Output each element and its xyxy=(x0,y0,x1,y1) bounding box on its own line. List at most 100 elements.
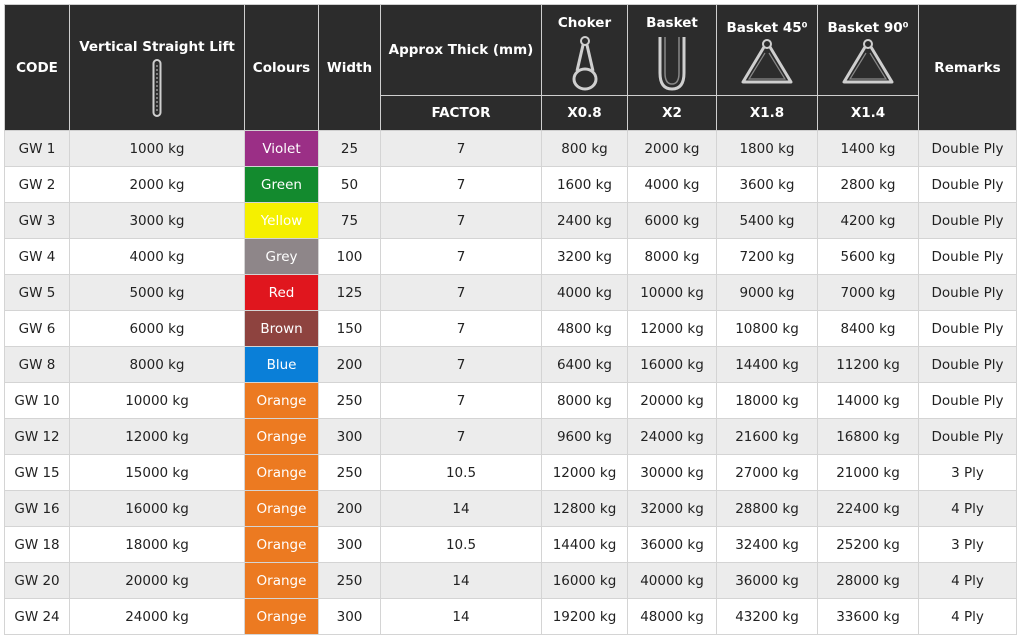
colour-swatch: Orange xyxy=(244,526,319,563)
cell-basket: 8000 kg xyxy=(627,238,717,275)
cell-basket90: 25200 kg xyxy=(817,526,919,563)
colour-swatch: Blue xyxy=(244,346,319,383)
cell-basket90: 1400 kg xyxy=(817,130,919,167)
cell-basket: 36000 kg xyxy=(627,526,717,563)
cell-code: GW 8 xyxy=(4,346,70,383)
cell-code: GW 5 xyxy=(4,274,70,311)
cell-basket45: 43200 kg xyxy=(716,598,818,635)
cell-thick: 7 xyxy=(380,310,542,347)
cell-thick: 7 xyxy=(380,418,542,455)
cell-choker: 19200 kg xyxy=(541,598,628,635)
cell-vertical: 4000 kg xyxy=(69,238,245,275)
cell-thick: 7 xyxy=(380,166,542,203)
cell-remarks: 4 Ply xyxy=(918,490,1017,527)
colour-swatch: Grey xyxy=(244,238,319,275)
cell-width: 250 xyxy=(318,382,381,419)
header-basket-45: Basket 45⁰ xyxy=(716,4,818,96)
cell-remarks: Double Ply xyxy=(918,238,1017,275)
cell-thick: 7 xyxy=(380,202,542,239)
table-row: GW 24 24000 kg Orange 300 14 19200 kg 48000 kg… xyxy=(4,598,1017,635)
table-body: GW 1 1000 kg Violet 25 7 800 kg 2000 kg 1800 kg… xyxy=(4,130,1017,635)
cell-basket90: 5600 kg xyxy=(817,238,919,275)
cell-basket: 10000 kg xyxy=(627,274,717,311)
cell-choker: 12000 kg xyxy=(541,454,628,491)
header-basket: Basket xyxy=(627,4,717,96)
header-choker: Choker xyxy=(541,4,628,96)
colour-swatch: Orange xyxy=(244,490,319,527)
cell-code: GW 15 xyxy=(4,454,70,491)
cell-code: GW 12 xyxy=(4,418,70,455)
cell-vertical: 6000 kg xyxy=(69,310,245,347)
cell-code: GW 16 xyxy=(4,490,70,527)
cell-remarks: Double Ply xyxy=(918,418,1017,455)
table-row: GW 20 20000 kg Orange 250 14 16000 kg 40000 kg… xyxy=(4,562,1017,599)
cell-basket: 16000 kg xyxy=(627,346,717,383)
sling-capacity-table: CODE Vertical Straight Lift Colours Widt… xyxy=(4,4,1017,635)
cell-choker: 8000 kg xyxy=(541,382,628,419)
cell-thick: 14 xyxy=(380,598,542,635)
colour-swatch: Orange xyxy=(244,598,319,635)
cell-basket: 2000 kg xyxy=(627,130,717,167)
cell-remarks: Double Ply xyxy=(918,130,1017,167)
header-width: Width xyxy=(318,4,381,131)
cell-code: GW 18 xyxy=(4,526,70,563)
cell-basket: 48000 kg xyxy=(627,598,717,635)
header-choker-factor: X0.8 xyxy=(541,95,628,131)
header-choker-label: Choker xyxy=(557,15,612,31)
header-basket-90: Basket 90⁰ xyxy=(817,4,919,96)
cell-basket90: 28000 kg xyxy=(817,562,919,599)
header-vertical-lift: Vertical Straight Lift xyxy=(69,4,245,131)
cell-width: 25 xyxy=(318,130,381,167)
cell-choker: 6400 kg xyxy=(541,346,628,383)
header-remarks: Remarks xyxy=(918,4,1017,131)
cell-basket90: 8400 kg xyxy=(817,310,919,347)
cell-choker: 3200 kg xyxy=(541,238,628,275)
cell-vertical: 2000 kg xyxy=(69,166,245,203)
cell-basket: 40000 kg xyxy=(627,562,717,599)
cell-width: 50 xyxy=(318,166,381,203)
cell-thick: 7 xyxy=(380,346,542,383)
cell-code: GW 10 xyxy=(4,382,70,419)
cell-vertical: 16000 kg xyxy=(69,490,245,527)
cell-basket: 24000 kg xyxy=(627,418,717,455)
cell-thick: 7 xyxy=(380,130,542,167)
cell-remarks: 4 Ply xyxy=(918,598,1017,635)
cell-thick: 14 xyxy=(380,490,542,527)
header-thickness: Approx Thick (mm) xyxy=(380,4,542,96)
cell-remarks: 4 Ply xyxy=(918,562,1017,599)
cell-basket90: 21000 kg xyxy=(817,454,919,491)
cell-basket45: 5400 kg xyxy=(716,202,818,239)
basket-45-sling-icon xyxy=(741,39,793,84)
table-row: GW 15 15000 kg Orange 250 10.5 12000 kg 30000 … xyxy=(4,454,1017,491)
cell-basket: 32000 kg xyxy=(627,490,717,527)
cell-basket: 12000 kg xyxy=(627,310,717,347)
cell-width: 300 xyxy=(318,526,381,563)
cell-basket45: 28800 kg xyxy=(716,490,818,527)
cell-basket90: 11200 kg xyxy=(817,346,919,383)
cell-choker: 4800 kg xyxy=(541,310,628,347)
cell-basket90: 2800 kg xyxy=(817,166,919,203)
colour-swatch: Violet xyxy=(244,130,319,167)
cell-remarks: Double Ply xyxy=(918,310,1017,347)
cell-code: GW 1 xyxy=(4,130,70,167)
cell-basket90: 22400 kg xyxy=(817,490,919,527)
cell-basket: 6000 kg xyxy=(627,202,717,239)
cell-basket90: 7000 kg xyxy=(817,274,919,311)
cell-vertical: 24000 kg xyxy=(69,598,245,635)
cell-remarks: 3 Ply xyxy=(918,454,1017,491)
colour-swatch: Yellow xyxy=(244,202,319,239)
cell-vertical: 10000 kg xyxy=(69,382,245,419)
cell-basket: 4000 kg xyxy=(627,166,717,203)
table-row: GW 2 2000 kg Green 50 7 1600 kg 4000 kg 3600 kg… xyxy=(4,166,1017,203)
cell-basket45: 10800 kg xyxy=(716,310,818,347)
cell-vertical: 15000 kg xyxy=(69,454,245,491)
header-basket-45-label: Basket 45⁰ xyxy=(726,20,808,36)
cell-vertical: 5000 kg xyxy=(69,274,245,311)
cell-basket90: 14000 kg xyxy=(817,382,919,419)
colour-swatch: Red xyxy=(244,274,319,311)
cell-choker: 1600 kg xyxy=(541,166,628,203)
cell-width: 125 xyxy=(318,274,381,311)
header-basket-45-factor: X1.8 xyxy=(716,95,818,131)
cell-width: 250 xyxy=(318,454,381,491)
table-row: GW 6 6000 kg Brown 150 7 4800 kg 12000 kg 10800… xyxy=(4,310,1017,347)
